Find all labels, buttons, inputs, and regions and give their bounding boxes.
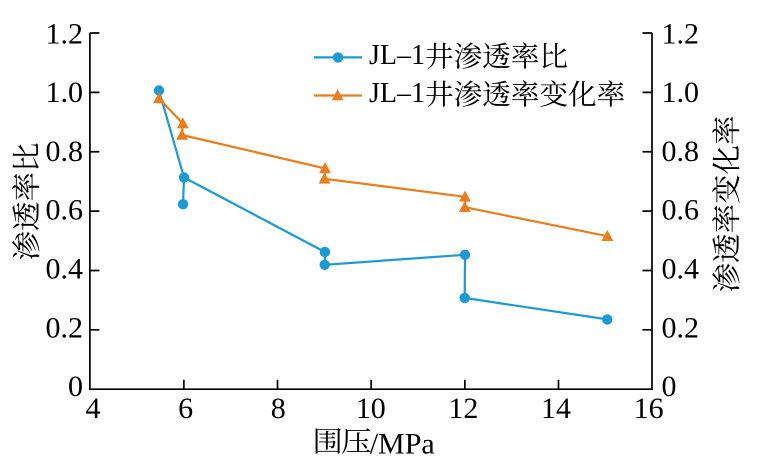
svg-text:JL–1: JL–1 (369, 78, 425, 109)
svg-text:0.4: 0.4 (662, 253, 700, 286)
svg-text:0.8: 0.8 (662, 135, 700, 168)
svg-text:10: 10 (356, 392, 386, 425)
svg-text:JL–1: JL–1 (369, 40, 425, 71)
svg-text:1.0: 1.0 (662, 76, 700, 109)
svg-text:0.4: 0.4 (46, 253, 84, 286)
svg-text:0.6: 0.6 (46, 194, 84, 227)
svg-text:0.2: 0.2 (662, 311, 700, 344)
svg-text:14: 14 (541, 392, 571, 425)
svg-text:/MPa: /MPa (370, 427, 435, 460)
svg-text:1.0: 1.0 (46, 76, 84, 109)
svg-text:0.2: 0.2 (46, 311, 84, 344)
svg-text:1.2: 1.2 (46, 17, 84, 50)
svg-text:0.8: 0.8 (46, 135, 84, 168)
svg-text:12: 12 (448, 392, 478, 425)
svg-text:8: 8 (271, 392, 286, 425)
svg-text:16: 16 (634, 392, 664, 425)
svg-text:1.2: 1.2 (662, 17, 700, 50)
svg-text:6: 6 (178, 392, 193, 425)
svg-text:4: 4 (86, 392, 101, 425)
svg-text:0.6: 0.6 (662, 194, 700, 227)
svg-text:0: 0 (662, 370, 677, 403)
svg-text:0: 0 (68, 370, 83, 403)
